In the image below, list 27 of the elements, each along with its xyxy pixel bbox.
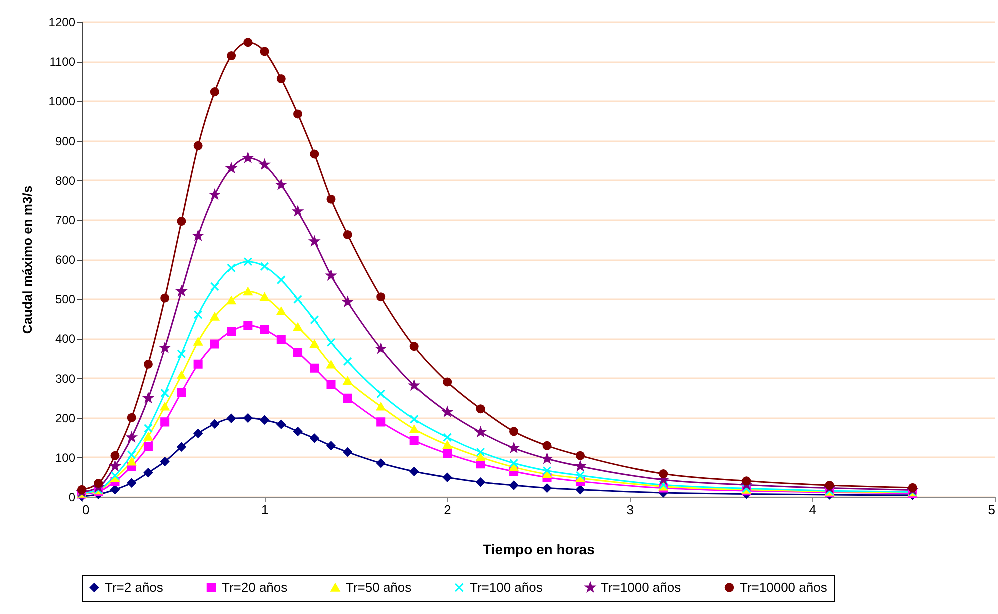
y-axis-title: Caudal máximo en m3/s [20, 186, 35, 334]
legend-label: Tr=10000 años [740, 580, 828, 595]
y-tick-label: 100 [55, 450, 76, 465]
y-tick-label: 700 [55, 213, 76, 228]
y-tick-label: 300 [55, 372, 76, 386]
y-tick-label: 0 [68, 490, 76, 504]
y-tick-label: 500 [55, 292, 76, 307]
x-axis-title: Tiempo en horas [483, 542, 596, 558]
y-tick-label: 400 [55, 332, 76, 346]
x-tick-label: 2 [444, 502, 452, 518]
y-tick-label: 1000 [48, 94, 76, 109]
legend-label: Tr=100 años [470, 580, 544, 595]
y-tick-label: 200 [55, 411, 76, 426]
x-tick-label: 5 [988, 502, 996, 518]
y-tick-label: 600 [55, 253, 76, 267]
x-tick-label: 3 [626, 502, 634, 518]
legend-label: Tr=2 años [105, 580, 164, 595]
y-tick-label: 800 [55, 174, 76, 188]
legend-label: Tr=50 años [346, 580, 412, 595]
x-tick-label: 0 [82, 502, 90, 518]
y-tick-label: 1200 [48, 16, 76, 30]
x-tick-label: 1 [261, 502, 269, 518]
y-tick-label: 1100 [50, 55, 76, 70]
y-tick-label: 900 [55, 134, 76, 148]
legend-label: Tr=20 años [222, 580, 288, 595]
legend-label: Tr=1000 años [601, 580, 682, 595]
x-tick-label: 4 [809, 502, 817, 518]
